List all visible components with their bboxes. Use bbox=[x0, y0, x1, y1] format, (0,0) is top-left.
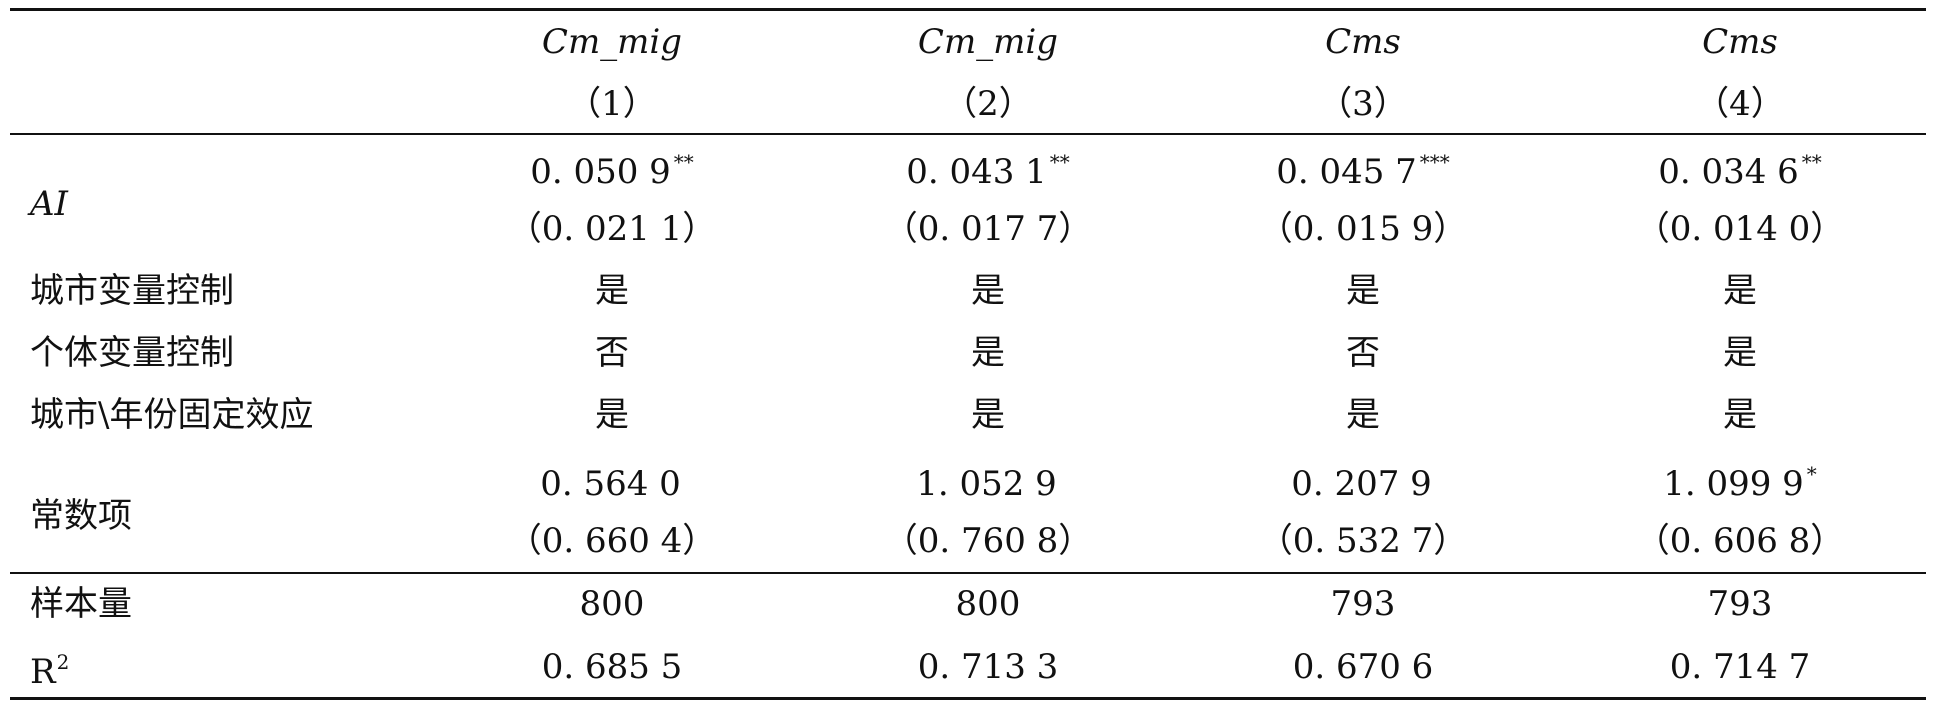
sample-size-col4: 793 bbox=[1707, 584, 1773, 624]
const-coef-col1: 0. 564 0 bbox=[540, 464, 681, 504]
sample-size-col1: 800 bbox=[579, 584, 645, 624]
table-top-rule bbox=[10, 8, 1926, 11]
individual-controls-col4: 是 bbox=[1723, 333, 1757, 373]
individual-controls-col1: 否 bbox=[595, 333, 629, 373]
row-label-r-squared: R2 bbox=[30, 650, 70, 692]
const-se-col1: （0. 660 4） bbox=[507, 521, 717, 561]
individual-controls-col3: 否 bbox=[1346, 333, 1380, 373]
ai-se-col1: （0. 021 1） bbox=[507, 209, 717, 249]
row-label-sample-size: 样本量 bbox=[30, 584, 132, 624]
ai-se-col4: （0. 014 0） bbox=[1635, 209, 1845, 249]
row-label-city-controls: 城市变量控制 bbox=[30, 271, 234, 311]
col-number-2: （2） bbox=[943, 84, 1033, 124]
dep-var-col1: Cm_mig bbox=[541, 22, 683, 62]
fixed-effects-col2: 是 bbox=[971, 395, 1005, 435]
city-controls-col1: 是 bbox=[595, 271, 629, 311]
r-squared-col4: 0. 714 7 bbox=[1669, 647, 1811, 687]
ai-coef-col1: 0. 050 9 ** bbox=[530, 150, 694, 192]
const-coef-col2: 1. 052 9 bbox=[916, 464, 1057, 504]
col-number-3: （3） bbox=[1318, 84, 1408, 124]
ai-coef-col4: 0. 034 6 ** bbox=[1658, 150, 1822, 192]
fixed-effects-col3: 是 bbox=[1346, 395, 1380, 435]
row-label-ai: AI bbox=[30, 184, 68, 224]
city-controls-col4: 是 bbox=[1723, 271, 1757, 311]
sample-size-col3: 793 bbox=[1330, 584, 1396, 624]
r-squared-col1: 0. 685 5 bbox=[541, 647, 683, 687]
row-label-constant: 常数项 bbox=[30, 496, 132, 536]
dep-var-col2: Cm_mig bbox=[917, 22, 1059, 62]
ai-coef-col2: 0. 043 1 ** bbox=[906, 150, 1070, 192]
const-se-col3: （0. 532 7） bbox=[1258, 521, 1468, 561]
r-squared-col3: 0. 670 6 bbox=[1292, 647, 1434, 687]
dep-var-col4: Cms bbox=[1702, 22, 1778, 62]
ai-se-col2: （0. 017 7） bbox=[883, 209, 1093, 249]
const-se-col2: （0. 760 8） bbox=[883, 521, 1093, 561]
table-bottom-rule bbox=[10, 697, 1926, 700]
fixed-effects-col4: 是 bbox=[1723, 395, 1757, 435]
city-controls-col2: 是 bbox=[971, 271, 1005, 311]
const-coef-col4: 1. 099 9 * bbox=[1663, 462, 1817, 504]
const-se-col4: （0. 606 8） bbox=[1635, 521, 1845, 561]
stats-separator-rule bbox=[10, 572, 1926, 574]
r-squared-col2: 0. 713 3 bbox=[917, 647, 1059, 687]
ai-se-col3: （0. 015 9） bbox=[1258, 209, 1468, 249]
col-number-4: （4） bbox=[1695, 84, 1785, 124]
row-label-fixed-effects: 城市\年份固定效应 bbox=[30, 395, 314, 435]
const-coef-col3: 0. 207 9 bbox=[1291, 464, 1432, 504]
fixed-effects-col1: 是 bbox=[595, 395, 629, 435]
row-label-individual-controls: 个体变量控制 bbox=[30, 333, 234, 373]
ai-coef-col3: 0. 045 7 *** bbox=[1276, 150, 1450, 192]
city-controls-col3: 是 bbox=[1346, 271, 1380, 311]
header-bottom-rule bbox=[10, 133, 1926, 135]
sample-size-col2: 800 bbox=[955, 584, 1021, 624]
col-number-1: （1） bbox=[567, 84, 657, 124]
individual-controls-col2: 是 bbox=[971, 333, 1005, 373]
dep-var-col3: Cms bbox=[1325, 22, 1401, 62]
